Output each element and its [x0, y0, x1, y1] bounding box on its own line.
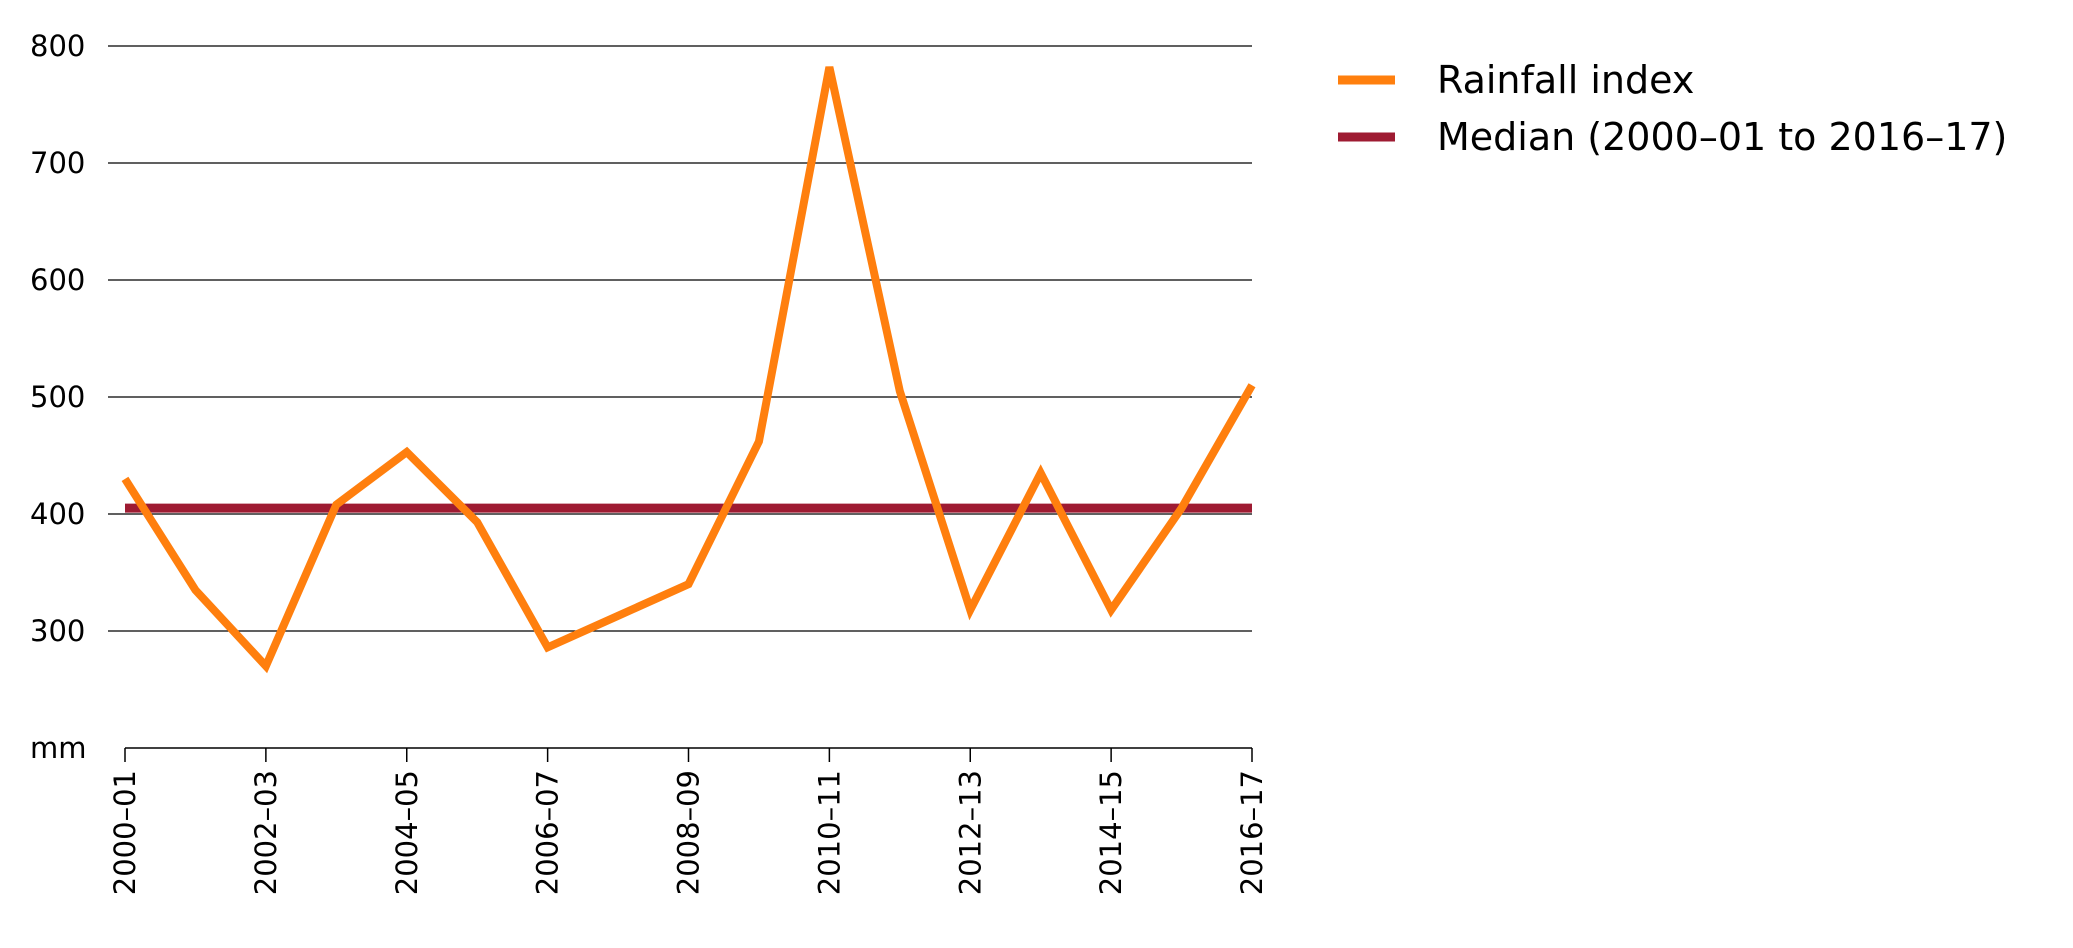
x-tick-label-2010–11: 2010–11: [812, 770, 846, 895]
x-tick-label-2000–01: 2000–01: [108, 770, 142, 895]
series-lines: [121, 66, 1256, 674]
y-tick-label-400: 400: [30, 497, 85, 531]
y-tick-label-500: 500: [30, 380, 85, 414]
legend-label-2: Median (2000–01 to 2016–17): [1437, 115, 2007, 159]
x-tick-label-2014–15: 2014–15: [1094, 770, 1128, 895]
x-tick-label-2012–13: 2012–13: [953, 770, 987, 895]
x-tick-label-2004–05: 2004–05: [390, 770, 424, 895]
y-tick-label-300: 300: [30, 614, 85, 648]
y-tick-label-600: 600: [30, 263, 85, 297]
series-line-rainfall-index: [121, 66, 1256, 674]
x-tick-label-2008–09: 2008–09: [672, 770, 706, 895]
y-tick-label-700: 700: [30, 146, 85, 180]
x-tick-label-2002–03: 2002–03: [249, 770, 283, 895]
legend: Rainfall index Median (2000–01 to 2016–17…: [1338, 58, 2007, 159]
gridlines: [108, 45, 1252, 632]
x-tick-label-2016–17: 2016–17: [1235, 770, 1269, 895]
legend-label-1: Rainfall index: [1437, 58, 1694, 102]
axes: 300 400 500 600 700 800 mm 2000–01 2002–03 2004–0…: [30, 29, 1269, 895]
x-tick-label-2006–07: 2006–07: [531, 770, 565, 895]
y-axis-unit-label: mm: [30, 731, 87, 765]
y-tick-label-800: 800: [30, 29, 85, 63]
